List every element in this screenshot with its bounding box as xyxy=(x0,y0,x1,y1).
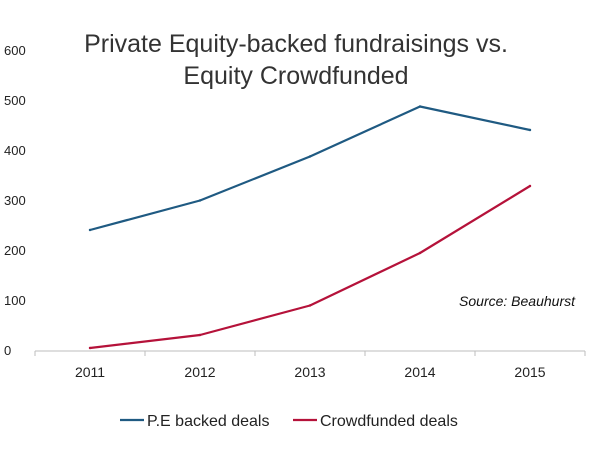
chart-title-line-2: Equity Crowdfunded xyxy=(183,62,408,90)
data-point xyxy=(418,105,422,108)
chart-title-line-1: Private Equity-backed fundraisings vs. xyxy=(84,30,508,58)
data-point xyxy=(528,184,532,188)
x-tick-label: 2014 xyxy=(404,364,435,380)
x-tick-label: 2013 xyxy=(294,364,325,380)
source-annotation: Source: Beauhurst xyxy=(459,293,576,309)
x-axis-ticks: 2011 2012 2013 2014 2015 xyxy=(34,351,586,380)
y-tick-label: 400 xyxy=(4,143,26,158)
data-point xyxy=(308,304,312,307)
y-axis-ticks: 0 100 200 300 400 500 600 xyxy=(4,43,26,358)
series-line-2 xyxy=(88,184,532,350)
data-point xyxy=(88,228,92,232)
y-tick-label: 0 xyxy=(4,343,11,358)
series-lines xyxy=(88,105,532,350)
data-point xyxy=(418,251,422,255)
x-tick-label: 2012 xyxy=(184,364,215,380)
series-line-1 xyxy=(88,105,532,232)
data-point xyxy=(308,155,312,158)
legend-label: Crowdfunded deals xyxy=(320,413,458,430)
legend: P.E backed deals Crowdfunded deals xyxy=(120,413,458,430)
x-tick-label: 2015 xyxy=(514,364,545,380)
y-tick-label: 600 xyxy=(4,43,26,58)
data-point xyxy=(198,333,202,337)
x-tick-label: 2011 xyxy=(75,364,105,380)
data-point xyxy=(528,128,532,132)
data-point xyxy=(88,346,92,350)
y-tick-label: 200 xyxy=(4,243,26,258)
y-tick-label: 300 xyxy=(4,193,26,208)
y-tick-label: 100 xyxy=(4,293,26,308)
legend-label: P.E backed deals xyxy=(147,413,269,430)
chart-title: Private Equity-backed fundraisings vs. E… xyxy=(84,30,508,90)
data-point xyxy=(198,199,202,202)
y-tick-label: 500 xyxy=(4,93,26,108)
